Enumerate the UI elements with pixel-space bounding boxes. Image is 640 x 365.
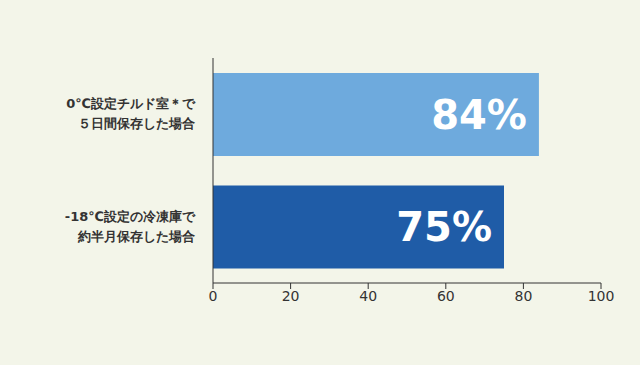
svg-text:20: 20	[282, 288, 300, 304]
svg-text:84%: 84%	[431, 92, 527, 138]
svg-text:75%: 75%	[396, 204, 492, 250]
svg-text:60: 60	[437, 288, 455, 304]
svg-text:0℃設定チルド室＊で５日間保存した場合: 0℃設定チルド室＊で５日間保存した場合	[66, 96, 196, 131]
svg-text:100: 100	[588, 288, 615, 304]
svg-text:80: 80	[514, 288, 532, 304]
svg-text:40: 40	[359, 288, 377, 304]
svg-text:-18℃設定の冷凍庫で約半月保存した場合: -18℃設定の冷凍庫で約半月保存した場合	[65, 208, 196, 243]
svg-text:0: 0	[209, 288, 218, 304]
